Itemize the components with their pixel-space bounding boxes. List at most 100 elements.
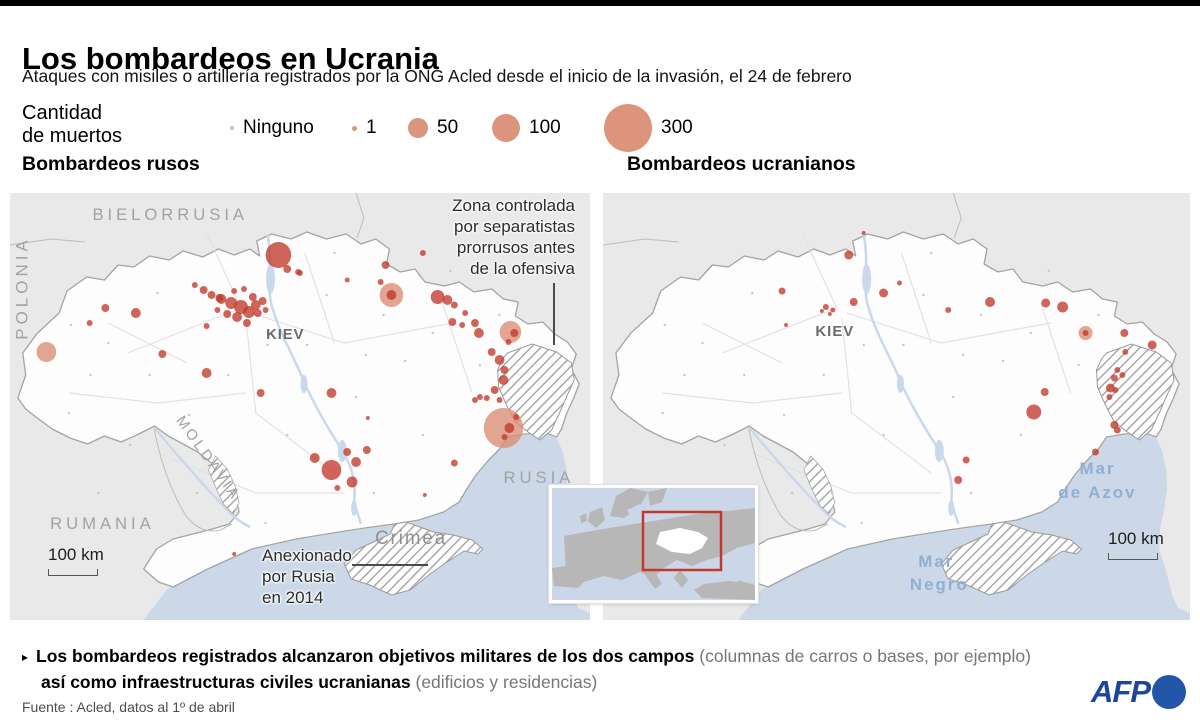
- strike-dot: [1041, 298, 1051, 308]
- strike-dots: [778, 231, 1157, 484]
- strike-dot: [499, 321, 522, 343]
- map-title-russian: Bombardeos rusos: [22, 153, 200, 175]
- strike-dot: [487, 348, 496, 356]
- top-black-bar: [0, 0, 1200, 6]
- none-dot-icon: [230, 126, 234, 130]
- strike-dot: [343, 448, 352, 456]
- label-belarus: BIELORRUSIA: [92, 205, 248, 224]
- strike-dot: [419, 250, 426, 256]
- footer-note-line2: así como infraestructuras civiles ucrani…: [41, 672, 597, 693]
- strike-dot: [962, 456, 970, 464]
- strike-dot: [476, 394, 483, 400]
- strike-dot: [462, 310, 469, 316]
- legend-size-100: 100: [492, 100, 561, 156]
- strike-dot: [1147, 340, 1157, 350]
- strike-dot: [201, 368, 212, 378]
- strike-dot: [344, 277, 350, 283]
- scale-bar-left: 100 km: [48, 545, 104, 576]
- strike-dot: [985, 297, 995, 307]
- strike-dot: [1113, 426, 1121, 434]
- strike-dot: [442, 295, 453, 305]
- label-kiev-left: KIEV: [266, 327, 304, 343]
- strike-dot: [223, 310, 232, 318]
- strike-dot: [215, 294, 224, 302]
- strike-dot: [203, 323, 210, 329]
- circle-300-icon: [604, 104, 652, 152]
- strike-dot: [1106, 394, 1113, 400]
- circle-50-icon: [408, 118, 428, 138]
- inset-highlight-rect: [641, 510, 723, 572]
- strike-dot: [879, 288, 889, 298]
- strike-dot: [784, 323, 789, 327]
- strike-dot: [483, 395, 490, 401]
- strike-dot: [346, 476, 358, 488]
- strike-dot: [248, 293, 257, 301]
- strike-dot: [827, 312, 832, 316]
- strike-dot: [262, 307, 269, 313]
- strike-dot: [253, 309, 262, 317]
- strike-dot: [778, 287, 786, 295]
- strike-dot: [430, 290, 445, 304]
- strike-dot: [36, 342, 57, 362]
- strike-dot: [954, 476, 963, 484]
- strike-dot: [494, 355, 505, 365]
- strike-dot: [1114, 367, 1121, 373]
- separatist-zone-leader-line: [553, 283, 555, 345]
- strike-dot: [158, 350, 167, 358]
- strike-dot: [505, 339, 512, 345]
- strike-dot: [496, 397, 503, 403]
- strike-dot: [1040, 388, 1049, 396]
- footer-note-line1: ▸ Los bombardeos registrados alcanzaron …: [22, 646, 1031, 667]
- maps-row: BIELORRUSIA POLONIA MOLDAVIA RUMANIA RUS…: [10, 193, 1190, 620]
- strike-dot: [849, 298, 858, 306]
- strike-dot: [504, 423, 515, 433]
- annotation-separatist-zone: Zona controlada por separatistas prorrus…: [452, 196, 575, 278]
- map-labels: KIEV Mar de Azov Mar Negro: [815, 323, 1134, 594]
- strike-dot: [351, 457, 361, 467]
- strike-dot: [1120, 329, 1129, 337]
- strike-dot: [501, 434, 508, 440]
- europe-inset-map: [552, 488, 755, 600]
- strike-dot: [490, 386, 499, 394]
- footer-gray-1: (columnas de carros o bases, por ejemplo…: [694, 646, 1031, 666]
- strike-dot: [265, 242, 292, 268]
- strike-dot: [283, 265, 292, 273]
- strike-dot: [1119, 372, 1126, 378]
- inset-black-sea: [702, 562, 747, 582]
- strike-dot: [377, 279, 384, 285]
- strike-dot: [225, 297, 238, 309]
- page-subtitle: Ataques con misiles o artillería registr…: [22, 66, 852, 86]
- footer-bold-1: Los bombardeos registrados alcanzaron ob…: [36, 646, 695, 666]
- label-sea-black-2: Negro: [910, 575, 969, 594]
- crimea-annexed-leader-line: [352, 564, 428, 566]
- strike-dot: [422, 493, 427, 497]
- strike-dot: [86, 320, 93, 326]
- afp-logo: AFP: [1091, 674, 1186, 710]
- label-romania: RUMANIA: [50, 514, 155, 533]
- strike-dot: [232, 312, 242, 322]
- strike-dot: [513, 414, 520, 420]
- legend-size-1: 1: [352, 100, 377, 156]
- strike-dot: [510, 329, 519, 337]
- strike-dot: [1112, 387, 1119, 393]
- strike-dot: [498, 375, 509, 385]
- strike-dot: [1026, 404, 1042, 420]
- strike-dot: [386, 290, 397, 300]
- inset-ukraine: [656, 528, 708, 554]
- strike-dot: [191, 282, 198, 288]
- strike-dot: [321, 460, 342, 480]
- strike-dot: [483, 408, 524, 448]
- annotation-crimea-annexed: Anexionado por Rusia en 2014: [262, 546, 352, 607]
- strike-dot: [101, 304, 110, 312]
- strike-dot: [450, 459, 458, 467]
- strike-dot: [500, 366, 509, 374]
- scale-bar-right: 100 km: [1108, 529, 1164, 560]
- strike-dot: [258, 297, 267, 305]
- map-geography: [10, 193, 590, 620]
- strike-dot: [822, 304, 829, 310]
- label-russia: RUSIA: [504, 468, 575, 487]
- scale-bar-icon: [1108, 553, 1158, 560]
- strike-dot: [1057, 301, 1069, 313]
- strike-dot: [861, 231, 866, 235]
- strike-dot: [896, 280, 902, 286]
